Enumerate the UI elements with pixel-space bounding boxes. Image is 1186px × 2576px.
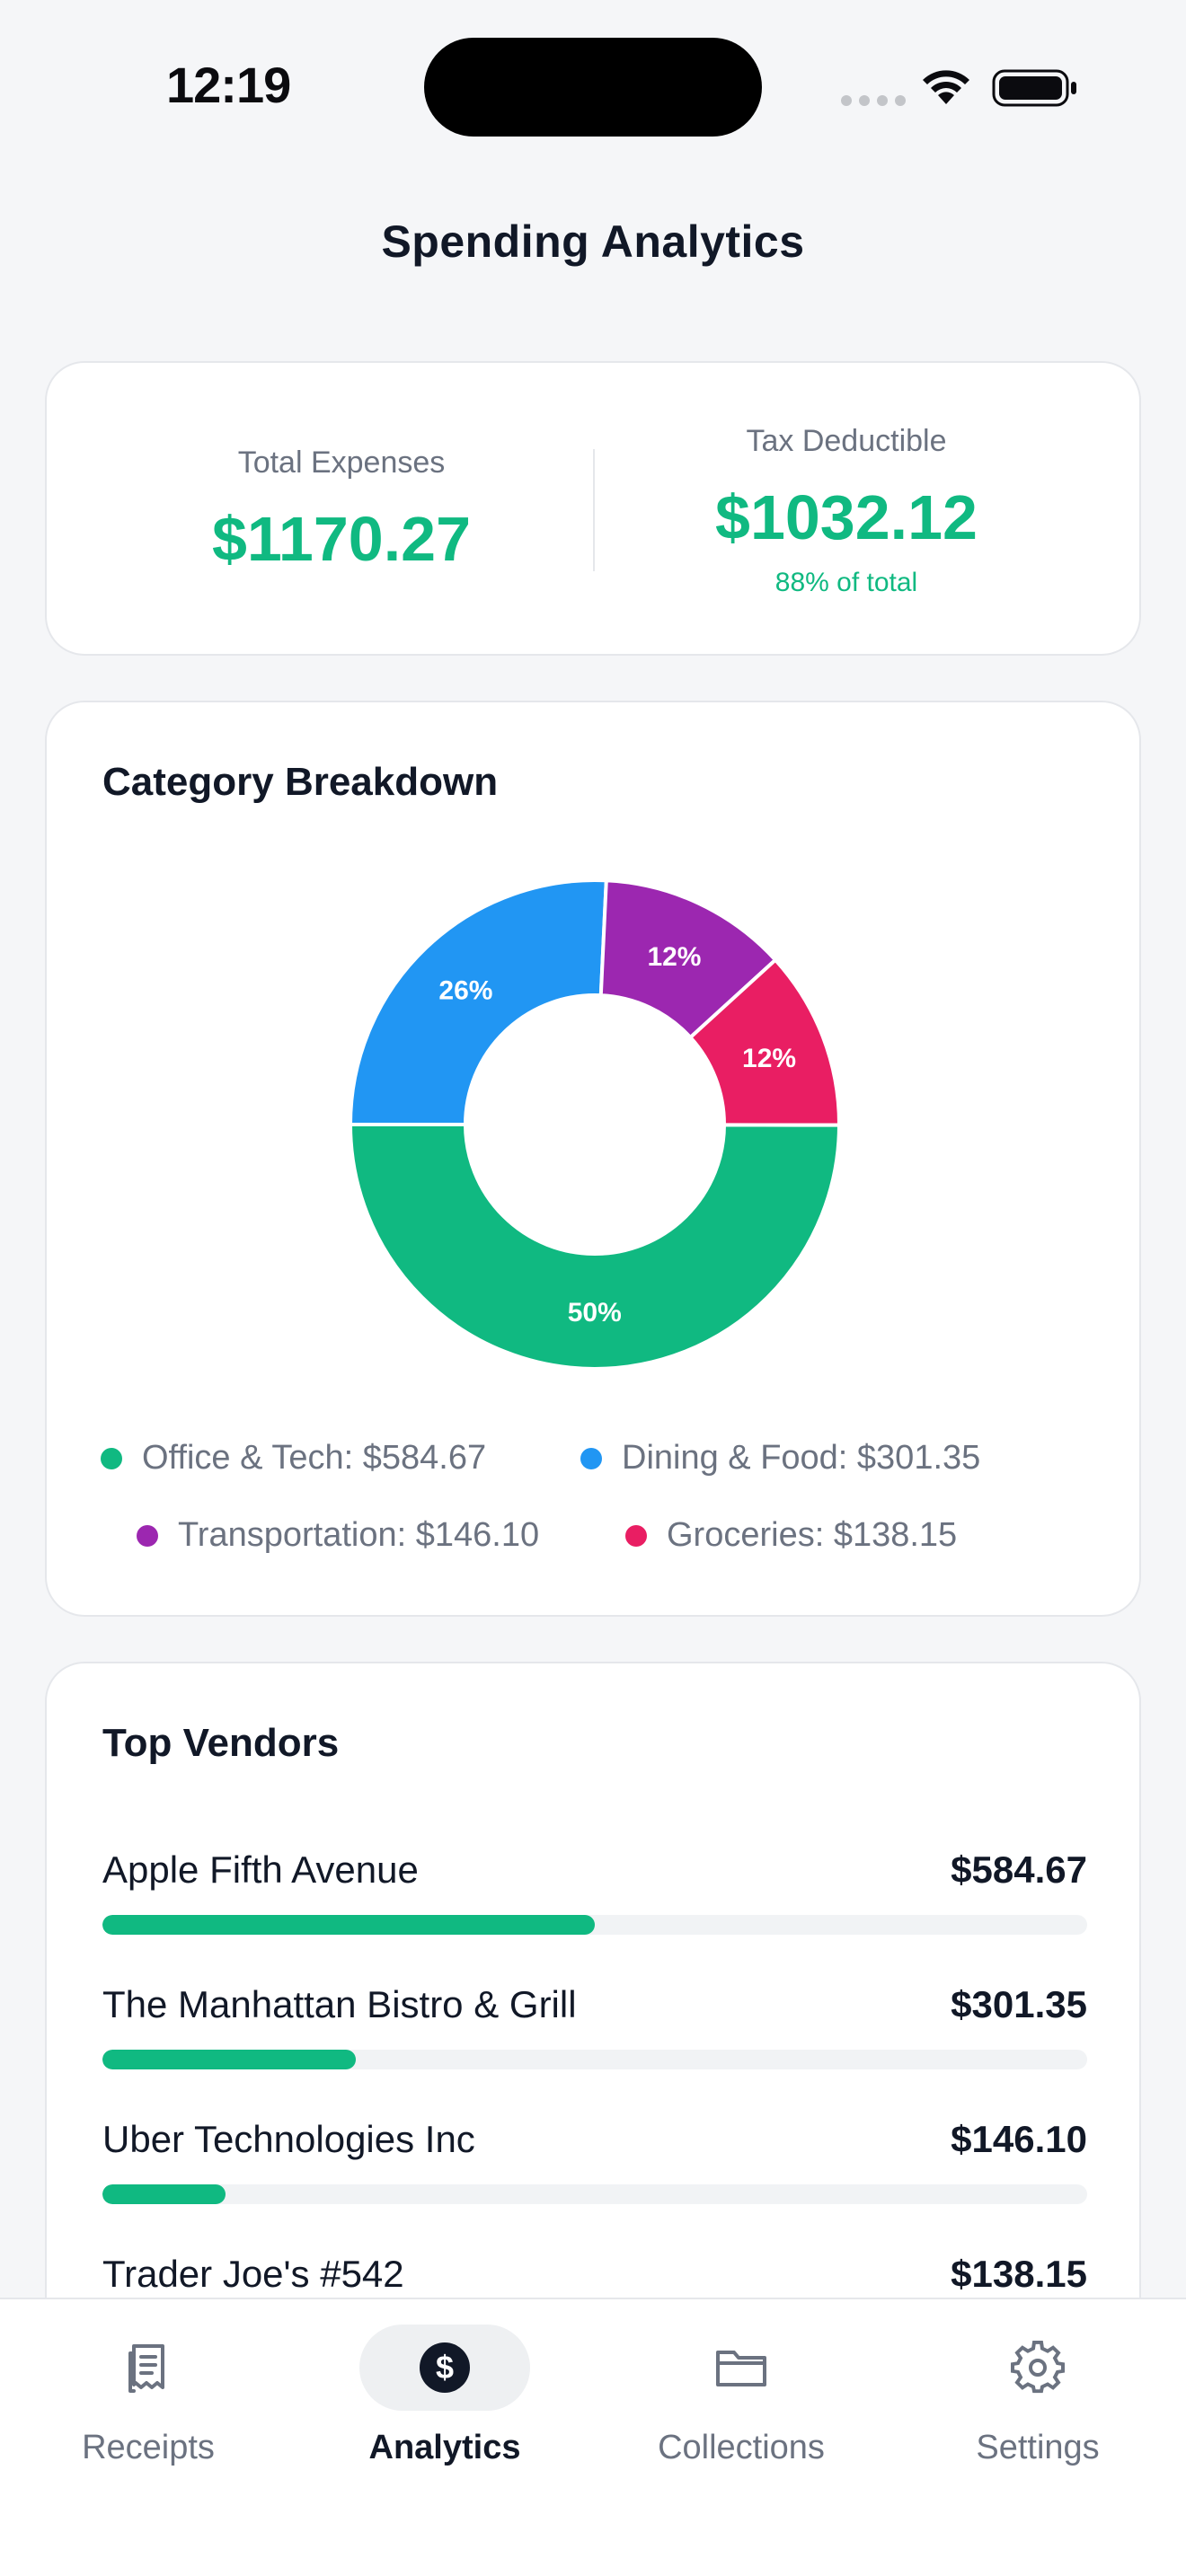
legend-label: Office & Tech: $584.67 — [142, 1439, 487, 1477]
category-breakdown-title: Category Breakdown — [102, 760, 499, 804]
category-donut-chart: 26% 12% 12% 50% — [348, 878, 842, 1371]
folder-icon — [716, 2351, 766, 2386]
tab-settings[interactable]: Settings — [890, 2325, 1186, 2495]
page-title: Spending Analytics — [381, 216, 805, 267]
legend-item-groceries: Groceries: $138.15 — [625, 1516, 957, 1555]
battery-icon — [992, 69, 1076, 107]
donut-slice-label: 12% — [647, 942, 701, 972]
legend-label: Transportation: $146.10 — [178, 1516, 540, 1554]
donut-slice-label: 12% — [742, 1044, 796, 1073]
tax-deductible-percent: 88% of total — [774, 568, 918, 597]
tab-label: Collections — [658, 2429, 825, 2466]
legend-label: Groceries: $138.15 — [667, 1516, 958, 1554]
donut-slice-dining-food — [348, 878, 608, 1126]
tax-deductible-value: $1032.12 — [715, 482, 978, 552]
svg-text:$: $ — [436, 2349, 454, 2386]
vendor-name: Uber Technologies Inc — [102, 2118, 475, 2160]
tab-label: Settings — [976, 2429, 1100, 2466]
vendor-amount: $301.35 — [951, 1983, 1087, 2025]
wifi-icon — [923, 70, 969, 104]
legend-dot — [625, 1524, 647, 1547]
vendor-bar-fill — [102, 2184, 226, 2204]
vendor-bar-fill — [102, 2050, 356, 2069]
vendor-amount: $146.10 — [951, 2118, 1087, 2160]
total-expenses-label: Total Expenses — [237, 446, 446, 480]
dynamic-island — [424, 38, 762, 137]
category-breakdown-card: Category Breakdown 26% 12% 12% 50% Office &… — [45, 701, 1141, 1617]
legend-dot — [137, 1524, 158, 1547]
vendor-name: The Manhattan Bistro & Grill — [102, 1983, 577, 2025]
legend-item-dining-food: Dining & Food: $301.35 — [580, 1439, 980, 1478]
tab-receipts[interactable]: Receipts — [0, 2325, 296, 2495]
legend-item-office-tech: Office & Tech: $584.67 — [101, 1439, 486, 1478]
summary-card: Total Expenses $1170.27 Tax Deductible $… — [45, 361, 1141, 656]
tab-collections[interactable]: Collections — [593, 2325, 890, 2495]
tab-label: Analytics — [368, 2429, 521, 2466]
receipt-icon — [128, 2344, 164, 2393]
legend-dot — [580, 1447, 602, 1469]
vendor-amount: $584.67 — [951, 1848, 1087, 1891]
vendor-name: Trader Joe's #542 — [102, 2253, 404, 2295]
legend-dot — [101, 1447, 122, 1469]
tab-analytics[interactable]: $ Analytics — [296, 2325, 593, 2495]
summary-divider — [593, 449, 595, 571]
legend-item-transportation: Transportation: $146.10 — [137, 1516, 539, 1555]
dollar-circle-icon: $ — [420, 2342, 470, 2393]
gear-icon — [1011, 2341, 1065, 2394]
vendor-bar-track — [102, 1915, 1087, 1935]
status-time: 12:19 — [166, 57, 291, 113]
vendor-bar-track — [102, 2050, 1087, 2069]
vendor-bar-track — [102, 2184, 1087, 2204]
donut-slice-office-tech — [348, 1123, 842, 1371]
total-expenses-value: $1170.27 — [211, 504, 472, 574]
tab-label: Receipts — [82, 2429, 215, 2466]
vendor-amount: $138.15 — [951, 2253, 1087, 2295]
tax-deductible-label: Tax Deductible — [746, 424, 947, 458]
cellular-signal-icon — [841, 95, 906, 106]
donut-slice-label: 50% — [568, 1298, 622, 1328]
legend-label: Dining & Food: $301.35 — [622, 1439, 981, 1477]
vendor-name: Apple Fifth Avenue — [102, 1848, 419, 1891]
status-bar: 12:19 — [0, 0, 1186, 171]
donut-slice-label: 26% — [438, 975, 492, 1005]
tab-bar: Receipts $ Analytics Collections Setting… — [0, 2298, 1186, 2576]
top-vendors-title: Top Vendors — [102, 1721, 340, 1765]
vendor-bar-fill — [102, 1915, 595, 1935]
